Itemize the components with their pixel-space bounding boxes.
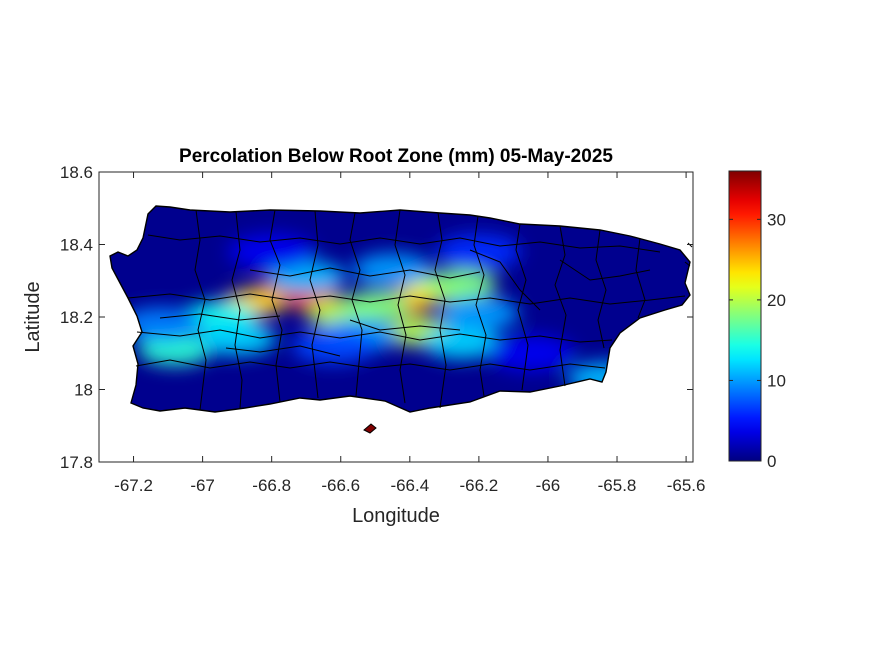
municipal-border-0 bbox=[194, 209, 207, 411]
municipal-border-21 bbox=[225, 345, 341, 357]
colorbar-frame bbox=[728, 170, 762, 462]
municipal-border-16 bbox=[249, 267, 481, 279]
municipal-border-20 bbox=[349, 319, 461, 331]
colorbar-tick-label: 0 bbox=[767, 452, 776, 471]
y-axis-label: Latitude bbox=[22, 281, 44, 352]
hotspot-10 bbox=[138, 333, 212, 366]
x-tick-label: -67.2 bbox=[114, 476, 153, 495]
x-tick-label: -66.8 bbox=[252, 476, 291, 495]
chart-title: Percolation Below Root Zone (mm) 05-May-… bbox=[179, 146, 613, 167]
x-tick-label: -66.6 bbox=[321, 476, 360, 495]
x-tick-label: -66 bbox=[536, 476, 561, 495]
x-tick-label: -67 bbox=[190, 476, 215, 495]
hotspot-21 bbox=[228, 233, 316, 270]
coastline bbox=[109, 205, 691, 413]
colorbar-gradient bbox=[729, 171, 761, 461]
x-tick-label: -65.6 bbox=[667, 476, 706, 495]
y-tick-label: 18.6 bbox=[60, 163, 93, 182]
colorbar: 0 10 20 30 bbox=[728, 170, 786, 471]
x-tick-label: -66.4 bbox=[390, 476, 429, 495]
hotspot-16 bbox=[352, 253, 433, 287]
y-tick-label: 18 bbox=[74, 381, 93, 400]
y-tick-label: 18.4 bbox=[60, 236, 93, 255]
x-tick-label: -66.2 bbox=[460, 476, 499, 495]
hotspot-18 bbox=[292, 328, 376, 364]
municipal-border-13 bbox=[127, 293, 686, 305]
municipal-borders bbox=[127, 209, 686, 411]
colorbar-ticks: 0 10 20 30 bbox=[729, 210, 786, 471]
municipal-border-9 bbox=[554, 225, 567, 387]
municipal-border-2 bbox=[269, 209, 283, 403]
hotspot-13 bbox=[422, 326, 501, 359]
municipal-border-4 bbox=[349, 212, 363, 397]
municipal-border-12 bbox=[147, 234, 661, 253]
municipal-border-6 bbox=[434, 212, 447, 409]
municipal-border-14 bbox=[136, 329, 613, 343]
municipal-border-19 bbox=[559, 259, 651, 281]
hotspot-20 bbox=[487, 335, 575, 372]
colorbar-tick-label: 10 bbox=[767, 371, 786, 390]
x-axis: -67.2 -67 -66.8 -66.6 -66.4 -66.2 -66 -65.8 -65.… bbox=[114, 172, 705, 495]
municipal-border-15 bbox=[135, 359, 606, 371]
colorbar-tick-label: 20 bbox=[767, 291, 786, 310]
municipal-border-5 bbox=[394, 209, 407, 404]
municipal-border-7 bbox=[473, 215, 487, 397]
municipal-border-10 bbox=[595, 229, 607, 349]
municipal-border-11 bbox=[635, 237, 646, 319]
municipal-border-1 bbox=[231, 211, 243, 409]
municipal-border-17 bbox=[159, 313, 281, 321]
municipal-border-18 bbox=[469, 249, 541, 311]
colorbar-tick-label: 30 bbox=[767, 210, 786, 229]
municipal-border-3 bbox=[309, 210, 321, 399]
y-tick-label: 18.2 bbox=[60, 308, 93, 327]
y-tick-label: 17.8 bbox=[60, 453, 93, 472]
municipal-border-8 bbox=[515, 223, 529, 391]
x-tick-label: -65.8 bbox=[598, 476, 637, 495]
islet-caja-de-muerto bbox=[363, 423, 377, 434]
y-axis: 17.8 18 18.2 18.4 18.6 bbox=[60, 163, 693, 472]
hotspot-22 bbox=[436, 234, 522, 270]
hotspot-8 bbox=[426, 269, 497, 300]
x-axis-label: Longitude bbox=[352, 505, 440, 527]
